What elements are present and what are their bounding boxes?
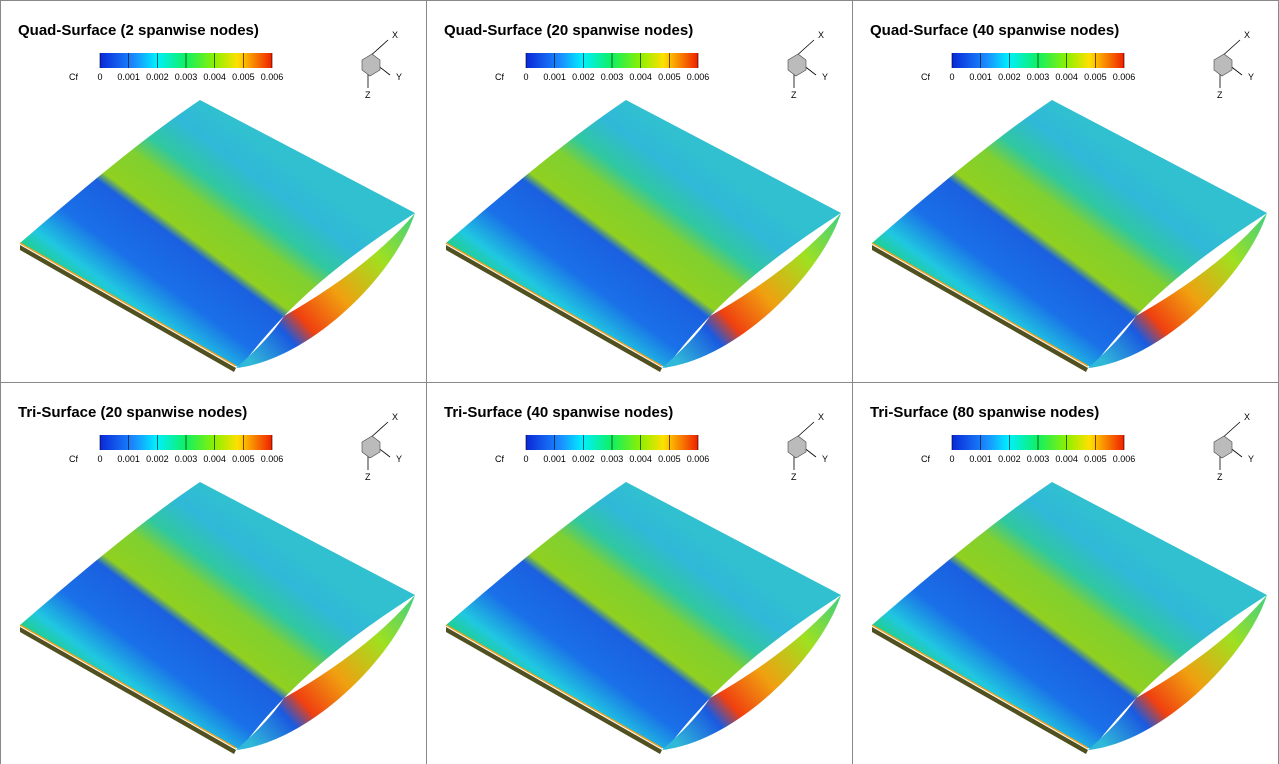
colorbar-label: Cf xyxy=(69,72,78,82)
colorbar-tick-label: 0.002 xyxy=(146,72,169,82)
axis-label: Z xyxy=(365,90,371,100)
colorbar-tick-label: 0.005 xyxy=(1084,454,1107,464)
axis-label: Y xyxy=(822,72,828,82)
axis-cube xyxy=(1213,53,1233,77)
colorbar-tick-label: 0.004 xyxy=(203,72,226,82)
colorbar-tick-label: 0.005 xyxy=(232,72,255,82)
colorbar-tick-label: 0.001 xyxy=(969,454,992,464)
panel: Tri-Surface (20 spanwise nodes) 0 0.001 0.0… xyxy=(0,382,427,764)
colorbar-tick-label: 0 xyxy=(523,454,528,464)
colorbar-tick-label: 0.002 xyxy=(572,454,595,464)
colorbar-tick-label: 0.003 xyxy=(601,72,624,82)
panel-title: Tri-Surface (80 spanwise nodes) xyxy=(870,404,1099,421)
axis-label: Y xyxy=(1248,454,1254,464)
panel: Tri-Surface (40 spanwise nodes) 0 0.001 0.0… xyxy=(426,382,853,764)
colorbar-tick-label: 0.006 xyxy=(687,454,710,464)
colorbar-tick-label: 0 xyxy=(949,72,954,82)
colorbar-tick-label: 0.004 xyxy=(1055,454,1078,464)
colorbar-tick-label: 0.002 xyxy=(998,454,1021,464)
colorbar-label: Cf xyxy=(69,454,78,464)
panel-title: Quad-Surface (40 spanwise nodes) xyxy=(870,22,1119,39)
colorbar-tick-label: 0.005 xyxy=(658,454,681,464)
colorbar-tick-label: 0.003 xyxy=(601,454,624,464)
colorbar-label: Cf xyxy=(495,454,504,464)
wing-surface xyxy=(19,99,416,373)
colorbar-tick-label: 0.002 xyxy=(998,72,1021,82)
colorbar-tick-label: 0.004 xyxy=(203,454,226,464)
colorbar-tick-label: 0.006 xyxy=(261,72,284,82)
axis-label: X xyxy=(392,412,398,422)
colorbar-label: Cf xyxy=(921,454,930,464)
colorbar-tick-label: 0.003 xyxy=(175,454,198,464)
axis-label: Y xyxy=(396,72,402,82)
colorbar-tick-label: 0.001 xyxy=(117,72,140,82)
colorbar-tick-label: 0.005 xyxy=(1084,72,1107,82)
axis-label: Y xyxy=(396,454,402,464)
axis-cube xyxy=(361,435,381,459)
panel-title: Tri-Surface (40 spanwise nodes) xyxy=(444,404,673,421)
colorbar-tick-label: 0.006 xyxy=(1113,72,1136,82)
wing-surface xyxy=(445,99,842,373)
axis-label: X xyxy=(1244,30,1250,40)
colorbar-label: Cf xyxy=(495,72,504,82)
colorbar-tick-label: 0.001 xyxy=(969,72,992,82)
axis-label: Y xyxy=(822,454,828,464)
colorbar-tick-label: 0 xyxy=(97,72,102,82)
axis-label: X xyxy=(818,412,824,422)
wing-surface xyxy=(871,99,1268,373)
colorbar-tick-label: 0.002 xyxy=(572,72,595,82)
axis-label: X xyxy=(392,30,398,40)
axis-cube xyxy=(1213,435,1233,459)
axis-cube xyxy=(787,53,807,77)
colorbar-tick-label: 0.002 xyxy=(146,454,169,464)
panel: Tri-Surface (80 spanwise nodes) 0 0.001 0.0… xyxy=(852,382,1279,764)
colorbar-tick-label: 0.006 xyxy=(1113,454,1136,464)
panel: Quad-Surface (40 spanwise nodes) 0 0.001 0.… xyxy=(852,0,1279,383)
colorbar-tick-label: 0.005 xyxy=(658,72,681,82)
colorbar-tick-label: 0.001 xyxy=(543,72,566,82)
colorbar-tick-label: 0.006 xyxy=(261,454,284,464)
axis-label: X xyxy=(818,30,824,40)
colorbar-tick-label: 0.001 xyxy=(117,454,140,464)
colorbar-tick-label: 0.001 xyxy=(543,454,566,464)
axis-cube xyxy=(361,53,381,77)
colorbar-tick-label: 0 xyxy=(523,72,528,82)
wing-surface xyxy=(19,481,416,755)
wing-surface xyxy=(445,481,842,755)
panel-title: Tri-Surface (20 spanwise nodes) xyxy=(18,404,247,421)
colorbar-tick-label: 0.003 xyxy=(1027,72,1050,82)
axis-label: Z xyxy=(1217,90,1223,100)
colorbar-tick-label: 0 xyxy=(949,454,954,464)
panel-title: Quad-Surface (2 spanwise nodes) xyxy=(18,22,259,39)
axis-label: Z xyxy=(1217,472,1223,482)
axis-label: Z xyxy=(791,472,797,482)
axis-cube xyxy=(787,435,807,459)
colorbar-tick-label: 0.004 xyxy=(629,454,652,464)
colorbar-tick-label: 0.004 xyxy=(1055,72,1078,82)
colorbar-tick-label: 0.004 xyxy=(629,72,652,82)
axis-label: Y xyxy=(1248,72,1254,82)
panel: Quad-Surface (20 spanwise nodes) 0 0.001 0.… xyxy=(426,0,853,383)
colorbar-tick-label: 0.003 xyxy=(175,72,198,82)
colorbar-label: Cf xyxy=(921,72,930,82)
colorbar-tick-label: 0.003 xyxy=(1027,454,1050,464)
axis-label: Z xyxy=(365,472,371,482)
colorbar-tick-label: 0.005 xyxy=(232,454,255,464)
panel-title: Quad-Surface (20 spanwise nodes) xyxy=(444,22,693,39)
axis-label: X xyxy=(1244,412,1250,422)
colorbar-tick-label: 0.006 xyxy=(687,72,710,82)
panel: Quad-Surface (2 spanwise nodes) 0 0.001 0.0… xyxy=(0,0,427,383)
colorbar-tick-label: 0 xyxy=(97,454,102,464)
wing-surface xyxy=(871,481,1268,755)
axis-label: Z xyxy=(791,90,797,100)
